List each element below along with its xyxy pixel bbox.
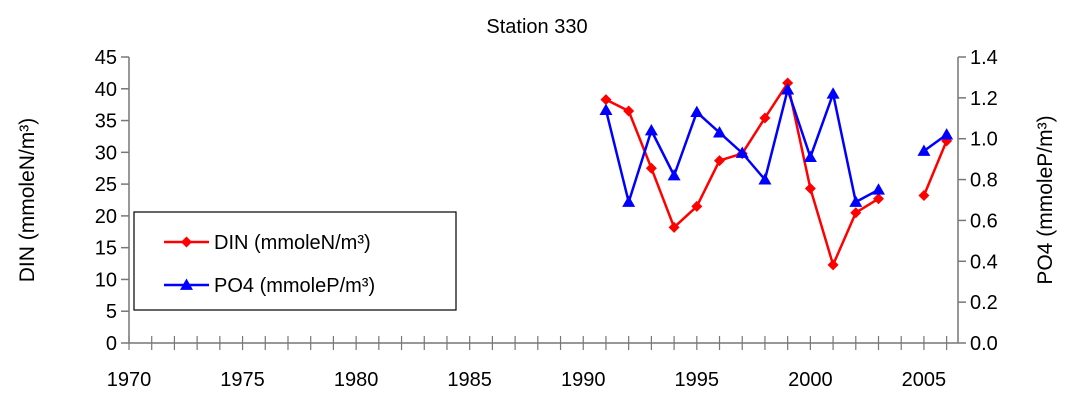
y-right-tick-label: 1.0: [970, 129, 998, 151]
y-left-tick-label: 35: [95, 111, 117, 133]
y-left-tick-label: 40: [95, 79, 117, 101]
data-point-diamond: [181, 236, 192, 248]
y-right-tick-label: 0.4: [970, 251, 998, 273]
y-right-tick-label: 1.4: [970, 47, 998, 69]
y-right-tick-label: 1.2: [970, 88, 998, 110]
data-point-triangle: [940, 128, 954, 140]
y-left-tick-label: 0: [106, 333, 117, 355]
data-point-triangle: [803, 150, 817, 162]
series-din: [600, 77, 953, 271]
y-left-tick-label: 45: [95, 47, 117, 69]
data-point-triangle: [690, 105, 704, 118]
y-right-tick-label: 0.2: [970, 292, 998, 314]
data-point-triangle: [917, 144, 931, 156]
data-point-diamond: [759, 112, 771, 124]
data-point-diamond: [804, 183, 816, 195]
legend-label: DIN (mmoleN/m³): [214, 232, 371, 254]
legend-box: [133, 211, 457, 311]
y-left-tick-label: 30: [95, 142, 117, 164]
data-point-diamond: [918, 190, 930, 202]
data-point-triangle: [599, 103, 613, 115]
y-axis-left-title: DIN (mmoleN/m³): [16, 118, 39, 282]
y-left-tick-label: 15: [95, 238, 117, 260]
y-left-tick-label: 5: [106, 301, 117, 323]
data-point-triangle: [667, 168, 681, 181]
data-point-triangle: [781, 83, 795, 95]
axes: 0 5 10 15 20 25 30 35 40 45 0.0 0.2 0.4 0.6 0.8 1.0 1.2 1…: [16, 47, 1057, 391]
data-point-triangle: [622, 195, 636, 207]
series-po4: [599, 83, 954, 207]
y-right-tick-label: 0.6: [970, 210, 998, 232]
data-point-triangle: [180, 278, 193, 290]
x-tick-label: 1970: [107, 369, 152, 391]
data-point-diamond: [623, 105, 635, 117]
y-left-tick-label: 20: [95, 206, 117, 228]
data-point-triangle: [826, 87, 840, 99]
data-point-triangle: [758, 173, 772, 185]
data-point-triangle: [713, 126, 727, 138]
y-right-tick-label: 0.8: [970, 170, 998, 192]
x-tick-label: 1980: [334, 369, 379, 391]
chart-title: Station 330: [486, 16, 587, 38]
x-tick-label: 2000: [788, 369, 833, 391]
data-point-triangle: [644, 124, 658, 136]
data-point-triangle: [872, 183, 886, 195]
data-point-triangle: [849, 195, 863, 207]
data-point-diamond: [691, 200, 703, 212]
series-line: [922, 140, 948, 197]
x-tick-label: 1985: [447, 369, 492, 391]
data-point-diamond: [827, 259, 839, 271]
x-tick-label: 1990: [561, 369, 606, 391]
legend-label: PO4 (mmoleP/m³): [214, 275, 375, 297]
x-tick-label: 2005: [902, 369, 947, 391]
legend: DIN (mmoleN/m³) PO4 (mmoleP/m³): [133, 211, 457, 311]
y-left-tick-label: 25: [95, 174, 117, 196]
series-layer: [599, 77, 954, 271]
data-point-diamond: [850, 207, 862, 219]
data-point-diamond: [645, 162, 657, 174]
x-tick-label: 1995: [675, 369, 720, 391]
data-point-diamond: [782, 77, 794, 89]
series-line: [604, 88, 880, 204]
y-axis-right-title: PO4 (mmoleP/m³): [1034, 115, 1057, 284]
data-point-triangle: [735, 146, 749, 158]
y-right-tick-label: 0.0: [970, 333, 998, 355]
data-point-diamond: [873, 193, 885, 205]
x-tick-label: 1975: [220, 369, 265, 391]
y-left-tick-label: 10: [95, 269, 117, 291]
data-point-diamond: [668, 221, 680, 233]
data-point-diamond: [600, 94, 612, 106]
data-point-diamond: [714, 155, 726, 167]
